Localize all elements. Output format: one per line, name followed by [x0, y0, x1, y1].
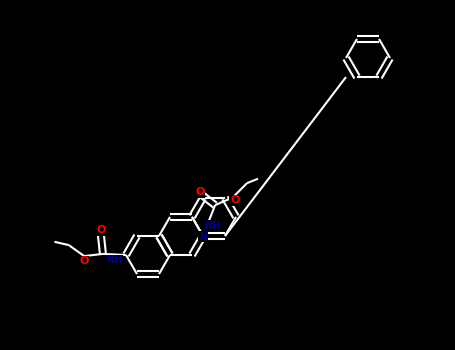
Text: O: O [96, 225, 106, 235]
Text: N: N [199, 232, 207, 242]
Text: NH: NH [204, 220, 220, 231]
Text: O: O [195, 187, 204, 197]
Text: O: O [230, 195, 239, 205]
Text: NH: NH [106, 256, 122, 265]
Text: O: O [80, 256, 89, 266]
